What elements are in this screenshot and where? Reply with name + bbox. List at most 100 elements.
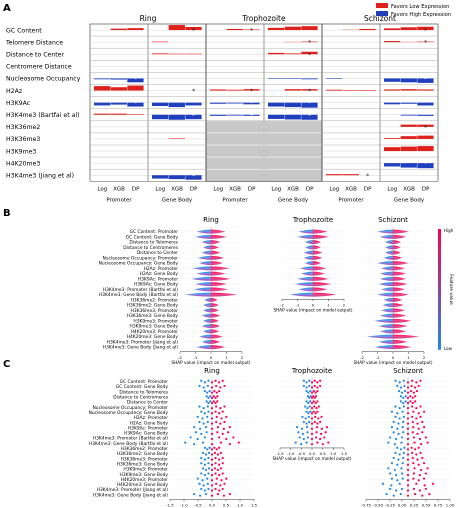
shap-point-5-5 xyxy=(415,407,418,410)
violin-right-16 xyxy=(211,313,221,316)
violin-left-11 xyxy=(298,287,313,290)
shap-point-11-1 xyxy=(302,437,305,441)
shap-point-5-0 xyxy=(198,405,201,408)
shap-point-7-1 xyxy=(304,417,307,420)
model-label-xgb: XGB xyxy=(403,186,415,192)
violin-lower-right-8 xyxy=(393,273,407,276)
violin-lower-right-14 xyxy=(393,305,404,308)
shap-point-20-2 xyxy=(398,482,401,485)
model-label-log: Log xyxy=(329,186,339,192)
shap-point-15-2 xyxy=(207,456,210,460)
shap-point-16-1 xyxy=(396,463,399,466)
bar-h3k4me3-bartfai-et-al-1 xyxy=(110,113,127,115)
shap-point-0-0 xyxy=(302,379,305,382)
bar-nucleosome-occupancy-5 xyxy=(301,78,318,80)
violin-right-17 xyxy=(211,318,219,321)
shap-point-17-0 xyxy=(201,467,205,470)
shap-point-7-2 xyxy=(206,415,209,418)
violin-left-20 xyxy=(366,334,393,337)
violin-lower-right-1 xyxy=(393,236,407,239)
violin-right-10 xyxy=(211,282,227,285)
shap-point-5-5 xyxy=(219,407,222,410)
significance-star: * xyxy=(424,161,427,168)
violin-left-19 xyxy=(379,329,393,332)
shap-point-17-5 xyxy=(419,468,423,472)
bar-h2az-5 xyxy=(417,89,434,91)
violin-left-8 xyxy=(301,271,313,274)
shap-point-17-4 xyxy=(213,467,217,470)
violin-lower-left-0 xyxy=(196,231,211,234)
violin-lower-right-0 xyxy=(211,231,226,234)
bar-h2az-0 xyxy=(210,89,227,91)
shap-point-3-0 xyxy=(306,395,310,398)
shap-point-3-1 xyxy=(402,396,405,399)
violin-lower-right-5 xyxy=(211,257,225,260)
violin-lower-right-9 xyxy=(393,278,407,281)
shap-point-4-6 xyxy=(316,400,319,403)
bar-h4k20me3-5 xyxy=(417,163,434,169)
shap-point-13-2 xyxy=(208,446,211,449)
colorbar-title: Feature value xyxy=(448,274,454,305)
shap-point-7-0 xyxy=(394,415,397,418)
x-tick-label: -0.50 xyxy=(373,502,383,507)
x-axis-label: SHAP value (impact on model output) xyxy=(272,456,351,461)
violin-right-12 xyxy=(211,292,238,295)
violin-left-9 xyxy=(297,276,313,279)
violin-lower-left-4 xyxy=(201,252,211,255)
violin-right-6 xyxy=(211,261,223,264)
x-tick-label: 0.5 xyxy=(320,451,327,456)
shap-point-5-1 xyxy=(398,407,401,410)
shap-point-20-6 xyxy=(431,482,435,485)
shap-point-10-1 xyxy=(397,432,400,435)
shap-point-1-3 xyxy=(310,386,314,389)
bar-h3k36me3-3 xyxy=(384,138,401,139)
feature-label-distance-to-center: Distance to Center xyxy=(137,250,178,256)
violin-lower-right-19 xyxy=(211,331,219,334)
violin-lower-left-6 xyxy=(305,263,313,266)
shap-point-18-1 xyxy=(395,473,398,477)
shap-point-2-5 xyxy=(412,391,416,394)
shap-point-21-5 xyxy=(218,489,221,492)
violin-left-6 xyxy=(305,261,313,264)
shap-point-11-2 xyxy=(306,436,310,439)
bar-h2az-2 xyxy=(243,89,260,91)
shap-point-22-4 xyxy=(216,492,220,496)
bar-nucleosome-occupancy-4 xyxy=(284,78,301,80)
region-label-gene-body: Gene Body xyxy=(162,197,193,203)
x-tick-label: 0.25 xyxy=(410,502,419,507)
bar-h2az-1 xyxy=(342,89,359,91)
x-tick-label: -2 xyxy=(360,355,364,360)
shap-point-11-1 xyxy=(395,437,398,441)
violin-left-15 xyxy=(203,308,211,311)
shap-point-2-0 xyxy=(397,389,401,393)
bar-h3k4me3-jiang-et-al-3 xyxy=(152,175,169,179)
violin-lower-left-18 xyxy=(378,326,393,329)
shap-point-16-3 xyxy=(210,463,214,466)
bar-nucleosome-occupancy-3 xyxy=(384,78,401,82)
shap-point-16-1 xyxy=(203,463,206,466)
x-tick-label: 1 xyxy=(225,355,228,360)
shap-point-3-6 xyxy=(216,395,219,398)
x-tick-label: 0.00 xyxy=(398,502,407,507)
shap-point-4-5 xyxy=(214,401,217,405)
feature-label-h3k9ac-promoter: H3K9Ac: Promoter xyxy=(128,425,168,431)
shap-point-12-1 xyxy=(300,443,303,446)
shap-point-21-1 xyxy=(203,489,206,492)
bar-h3k4me3-bartfai-et-al-2 xyxy=(243,114,260,116)
feature-label-h3k36me3-gene-body: H3K36me3: Gene Body xyxy=(117,461,169,467)
violin-lower-right-10 xyxy=(211,284,227,287)
shap-point-1-3 xyxy=(210,386,214,389)
bar-gc-content-2 xyxy=(359,28,376,31)
bar-h3k4me3-bartfai-et-al-4 xyxy=(284,114,301,120)
violin-lower-left-11 xyxy=(381,289,393,292)
feature-label-nucleosome-occupancy-promoter: Nucleosome Occupancy: Promoter xyxy=(93,405,169,411)
violin-right-0 xyxy=(393,229,409,232)
bar-gc-content-4 xyxy=(284,26,301,31)
x-tick-label: 1.0 xyxy=(330,451,337,456)
bar-h3k9ac-1 xyxy=(110,102,127,105)
bar-h3k9me3-3 xyxy=(384,147,401,152)
feature-label-distance-to-center: Distance to Center xyxy=(6,51,64,58)
violin-lower-left-3 xyxy=(385,247,393,250)
shap-point-8-1 xyxy=(202,422,205,425)
